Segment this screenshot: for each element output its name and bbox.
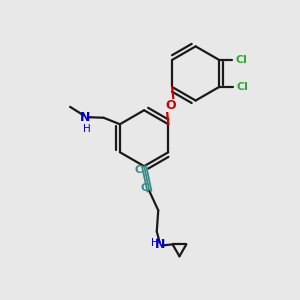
Text: N: N [155,238,166,251]
Text: Cl: Cl [237,82,249,92]
Text: C: C [135,165,143,175]
Text: H: H [151,238,158,248]
Text: N: N [80,111,91,124]
Text: C: C [140,183,148,193]
Text: H: H [83,124,91,134]
Text: Cl: Cl [235,55,247,65]
Text: O: O [165,99,175,112]
